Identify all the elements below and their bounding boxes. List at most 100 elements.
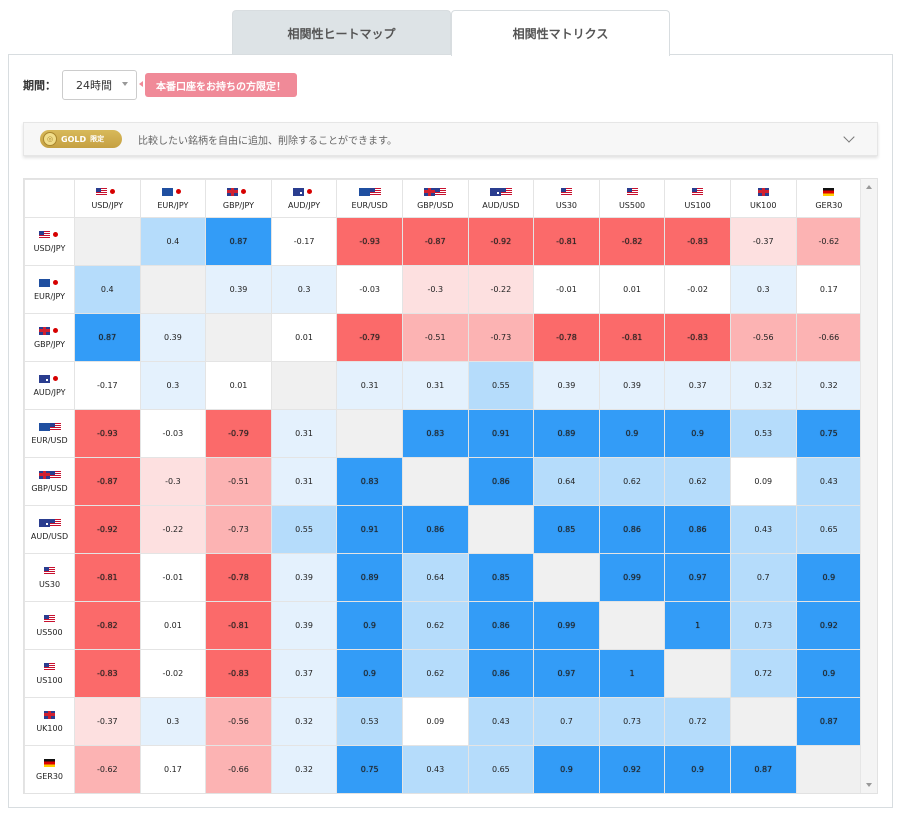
correlation-cell: -0.62 [795,217,863,266]
correlation-cell: -0.83 [205,649,272,698]
correlation-cell: 0.91 [336,505,403,554]
correlation-cell: 0.7 [729,553,797,602]
symbol-label: AUD/USD [30,531,69,541]
scroll-up-icon[interactable] [866,185,872,189]
correlation-cell [729,697,797,746]
row-header: EUR/JPY [24,265,75,314]
correlation-cell: 0.01 [598,265,666,314]
correlation-cell: 0.4 [74,265,141,314]
correlation-cell: -0.37 [729,217,797,266]
correlation-cell: 0.9 [664,745,731,793]
correlation-cell: 0.32 [795,361,863,410]
correlation-cell: -0.87 [74,457,141,506]
correlation-cell: -0.02 [139,649,207,698]
period-select[interactable]: 24時間 [62,70,137,100]
row-header: UK100 [24,697,75,746]
table-row: US100 -0.83 -0.02 -0.83 0.37 0.9 0.62 0.86 0.97 1… [24,649,863,698]
correlation-cell [533,553,600,602]
symbol-label: US30 [555,200,578,210]
column-header: AUD/JPY [270,179,338,218]
table-row: US30 -0.81 -0.01 -0.78 0.39 0.89 0.64 0.85 0.99 0… [24,553,863,602]
au-jp-flag-icon [293,187,316,198]
correlation-cell: -0.78 [533,313,600,362]
correlation-cell: -0.83 [664,313,731,362]
eu-jp-flag-icon [161,187,184,198]
chevron-down-icon[interactable] [843,131,855,143]
correlation-cell: 0.32 [270,745,338,793]
correlation-cell: -0.56 [729,313,797,362]
correlation-cell: 0.01 [205,361,272,410]
correlation-cell: 0.64 [401,553,469,602]
correlation-cell: 0.4 [139,217,207,266]
symbol-label: EUR/JPY [157,200,189,210]
correlation-cell [598,601,666,650]
correlation-cell: 0.37 [270,649,338,698]
correlation-cell: 0.91 [467,409,535,458]
correlation-cell: 0.97 [533,649,600,698]
correlation-cell: -0.66 [795,313,863,362]
chevron-down-icon [122,82,128,86]
correlation-cell: 0.62 [598,457,666,506]
correlation-cell: -0.22 [139,505,207,554]
correlation-cell: 0.17 [139,745,207,793]
correlation-cell: 0.3 [139,361,207,410]
us-jp-flag-icon [96,187,119,198]
correlation-cell: -0.17 [270,217,338,266]
column-header: GER30 [795,179,863,218]
correlation-cell: 0.86 [401,505,469,554]
gb-us-flag-icon [38,470,61,481]
correlation-cell: -0.79 [336,313,403,362]
correlation-cell: 0.55 [270,505,338,554]
symbol-label: AUD/JPY [33,387,66,397]
row-header: US500 [24,601,75,650]
correlation-cell: 1 [664,601,731,650]
correlation-cell: 0.87 [74,313,141,362]
scroll-down-icon[interactable] [866,783,872,787]
row-header: GBP/USD [24,457,75,506]
row-header: GBP/JPY [24,313,75,362]
table-row: GER30 -0.62 0.17 -0.66 0.32 0.75 0.43 0.65 0.9 0.… [24,745,863,793]
correlation-cell: 0.86 [664,505,731,554]
correlation-cell: 0.75 [795,409,863,458]
tab-heatmap[interactable]: 相関性ヒートマップ [232,10,451,55]
symbol-label: GBP/USD [417,200,454,210]
correlation-cell: -0.81 [598,313,666,362]
correlation-cell: 0.37 [664,361,731,410]
correlation-cell [467,505,535,554]
table-row: US500 -0.82 0.01 -0.81 0.39 0.9 0.62 0.86 0.99 1 0… [24,601,863,650]
correlation-matrix: USD/JPY EUR/JPY GBP/JPY AUD/JPY EUR/USD GBP/U… [23,178,878,794]
symbol-label: US100 [36,675,63,685]
correlation-cell: -0.37 [74,697,141,746]
correlation-cell [664,649,731,698]
row-header: US100 [24,649,75,698]
correlation-cell: 0.73 [598,697,666,746]
correlation-cell: -0.02 [664,265,731,314]
correlation-cell: 0.92 [598,745,666,793]
correlation-cell: 0.62 [401,649,469,698]
correlation-cell: -0.01 [139,553,207,602]
correlation-cell: -0.56 [205,697,272,746]
correlation-cell: -0.79 [205,409,272,458]
correlation-cell: 0.31 [270,457,338,506]
correlation-cell: -0.92 [74,505,141,554]
correlation-cell: 0.43 [401,745,469,793]
correlation-cell: 0.3 [729,265,797,314]
correlation-cell: 0.65 [467,745,535,793]
correlation-cell [401,457,469,506]
gb-jp-flag-icon [38,326,61,337]
correlation-cell: 0.31 [336,361,403,410]
correlation-cell: 0.85 [533,505,600,554]
badge-pointer [139,81,143,87]
gold-notice-bar[interactable]: ◎ GOLD 限定 比較したい銘柄を自由に追加、削除することができます。 [23,122,878,156]
vertical-scrollbar[interactable] [860,179,877,793]
correlation-cell: -0.83 [664,217,731,266]
column-header: US500 [598,179,666,218]
correlation-cell: 0.97 [664,553,731,602]
correlation-cell: -0.93 [336,217,403,266]
row-header: EUR/USD [24,409,75,458]
us-jp-flag-icon [38,230,61,241]
tab-matrix[interactable]: 相関性マトリクス [451,10,670,56]
table-row: EUR/JPY 0.4 0.39 0.3 -0.03 -0.3 -0.22 -0.01 0.01… [24,265,863,314]
correlation-cell: 0.9 [336,649,403,698]
correlation-cell: 0.73 [729,601,797,650]
